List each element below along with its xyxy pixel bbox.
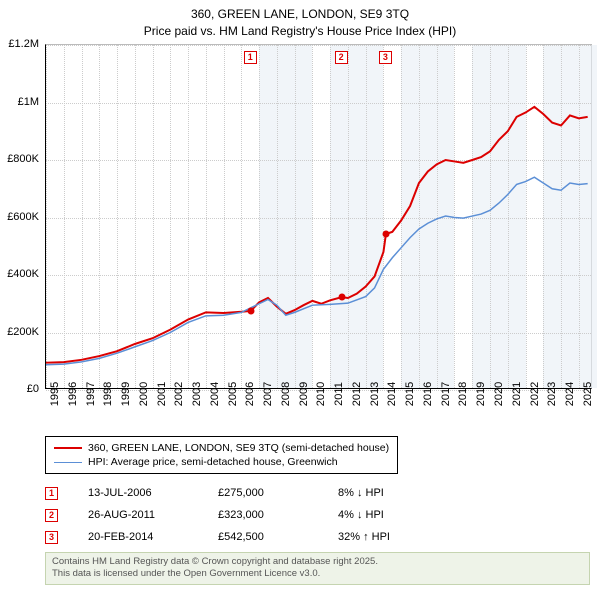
transaction-date: 26-AUG-2011 <box>88 509 218 521</box>
y-tick-label: £600K <box>7 211 39 223</box>
y-tick-label: £0 <box>27 383 39 395</box>
y-axis: £0£200K£400K£600K£800K£1M£1.2M <box>0 44 42 389</box>
x-tick-label: 2003 <box>191 382 203 406</box>
transaction-price: £542,500 <box>218 531 338 543</box>
transaction-date: 13-JUL-2006 <box>88 487 218 499</box>
x-tick-label: 2006 <box>244 382 256 406</box>
chart-title: 360, GREEN LANE, LONDON, SE9 3TQ Price p… <box>0 0 600 40</box>
y-tick-label: £200K <box>7 326 39 338</box>
x-tick-label: 2012 <box>351 382 363 406</box>
transaction-delta: 32% ↑ HPI <box>338 531 438 543</box>
x-tick-label: 2004 <box>209 382 221 406</box>
x-tick-label: 2018 <box>457 382 469 406</box>
x-tick-label: 2017 <box>440 382 452 406</box>
x-tick-label: 2024 <box>564 382 576 406</box>
title-line-2: Price paid vs. HM Land Registry's House … <box>0 23 600 40</box>
x-tick-label: 2019 <box>475 382 487 406</box>
x-tick-label: 1997 <box>85 382 97 406</box>
transaction-row: 3 20-FEB-2014£542,50032% ↑ HPI <box>45 526 438 548</box>
x-axis: 1995199619971998199920002001200220032004… <box>45 392 592 432</box>
transaction-marker: 1 <box>45 487 58 500</box>
x-tick-label: 1998 <box>102 382 114 406</box>
chart-container: 360, GREEN LANE, LONDON, SE9 3TQ Price p… <box>0 0 600 590</box>
legend-row: 360, GREEN LANE, LONDON, SE9 3TQ (semi-d… <box>54 441 389 455</box>
transactions-table: 1 13-JUL-2006£275,0008% ↓ HPI 2 26-AUG-2011… <box>45 482 438 548</box>
transaction-delta: 8% ↓ HPI <box>338 487 438 499</box>
plot-area: 1 2 3 <box>45 44 592 389</box>
x-tick-label: 2010 <box>315 382 327 406</box>
x-tick-label: 1996 <box>67 382 79 406</box>
x-tick-label: 2022 <box>529 382 541 406</box>
x-tick-label: 2025 <box>582 382 594 406</box>
transaction-price: £323,000 <box>218 509 338 521</box>
x-tick-label: 2000 <box>138 382 150 406</box>
x-tick-label: 2023 <box>546 382 558 406</box>
x-tick-label: 2005 <box>227 382 239 406</box>
line-chart-svg <box>46 45 591 388</box>
y-tick-label: £400K <box>7 268 39 280</box>
legend-swatch <box>54 447 82 449</box>
x-tick-label: 2007 <box>262 382 274 406</box>
x-tick-label: 1999 <box>120 382 132 406</box>
x-tick-label: 2009 <box>298 382 310 406</box>
y-tick-label: £800K <box>7 153 39 165</box>
x-tick-label: 1995 <box>49 382 61 406</box>
x-tick-label: 2016 <box>422 382 434 406</box>
y-tick-label: £1M <box>18 96 39 108</box>
chart-marker: 1 <box>244 51 257 64</box>
transaction-marker: 2 <box>45 509 58 522</box>
x-tick-label: 2011 <box>333 382 345 406</box>
x-tick-label: 2015 <box>404 382 416 406</box>
x-tick-label: 2008 <box>280 382 292 406</box>
x-tick-label: 2020 <box>493 382 505 406</box>
transaction-date: 20-FEB-2014 <box>88 531 218 543</box>
legend-swatch <box>54 462 82 463</box>
legend-label: 360, GREEN LANE, LONDON, SE9 3TQ (semi-d… <box>88 442 389 454</box>
x-tick-label: 2021 <box>511 382 523 406</box>
footer-line-1: Contains HM Land Registry data © Crown c… <box>52 556 583 568</box>
transaction-row: 2 26-AUG-2011£323,0004% ↓ HPI <box>45 504 438 526</box>
chart-marker: 2 <box>335 51 348 64</box>
legend-row: HPI: Average price, semi-detached house,… <box>54 455 389 469</box>
x-tick-label: 2014 <box>386 382 398 406</box>
sale-point-dot <box>382 231 389 238</box>
x-tick-label: 2013 <box>369 382 381 406</box>
transaction-marker: 3 <box>45 531 58 544</box>
transaction-price: £275,000 <box>218 487 338 499</box>
title-line-1: 360, GREEN LANE, LONDON, SE9 3TQ <box>0 6 600 23</box>
transaction-row: 1 13-JUL-2006£275,0008% ↓ HPI <box>45 482 438 504</box>
legend-label: HPI: Average price, semi-detached house,… <box>88 456 338 468</box>
transaction-delta: 4% ↓ HPI <box>338 509 438 521</box>
attribution-footer: Contains HM Land Registry data © Crown c… <box>45 552 590 585</box>
sale-point-dot <box>247 307 254 314</box>
x-tick-label: 2002 <box>173 382 185 406</box>
chart-marker: 3 <box>379 51 392 64</box>
y-tick-label: £1.2M <box>8 38 39 50</box>
legend: 360, GREEN LANE, LONDON, SE9 3TQ (semi-d… <box>45 436 398 474</box>
sale-point-dot <box>338 294 345 301</box>
footer-line-2: This data is licensed under the Open Gov… <box>52 568 583 580</box>
x-tick-label: 2001 <box>156 382 168 406</box>
